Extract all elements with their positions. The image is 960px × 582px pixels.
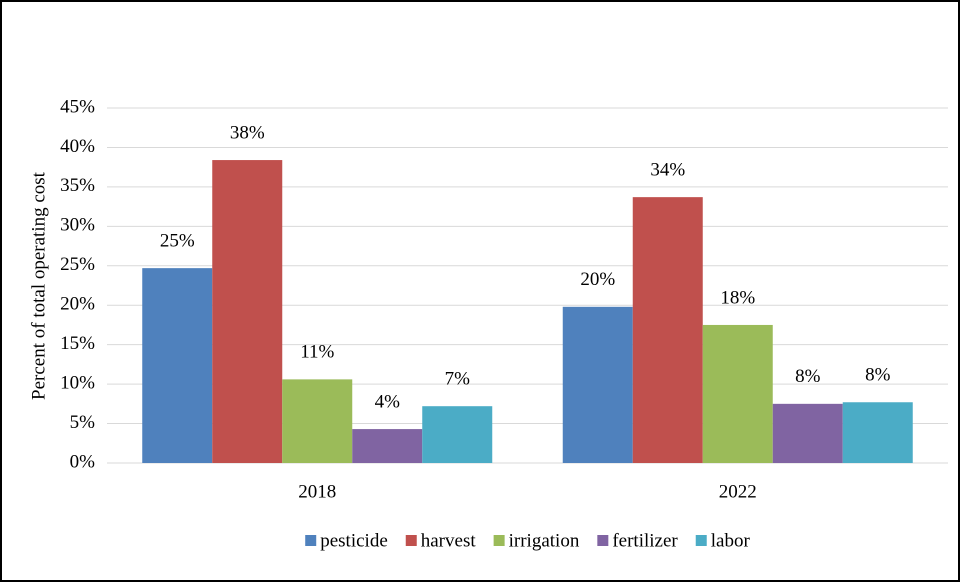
data-label: 34% bbox=[650, 160, 685, 181]
legend-label: fertilizer bbox=[612, 530, 678, 551]
data-label: 4% bbox=[375, 391, 401, 412]
y-tick-label: 20% bbox=[60, 294, 95, 315]
legend-label: labor bbox=[711, 530, 751, 551]
y-tick-label: 30% bbox=[60, 215, 95, 236]
legend-label: harvest bbox=[421, 530, 477, 551]
data-label: 25% bbox=[160, 231, 195, 252]
x-tick-label: 2022 bbox=[719, 481, 757, 502]
y-tick-label: 10% bbox=[60, 372, 95, 393]
data-label: 38% bbox=[230, 122, 265, 143]
legend-swatch bbox=[695, 535, 707, 546]
bar bbox=[772, 403, 843, 463]
legend-swatch bbox=[405, 535, 417, 546]
y-axis-label: Percent of total operating cost bbox=[28, 171, 49, 400]
bar bbox=[282, 379, 353, 463]
legend-swatch bbox=[493, 535, 505, 546]
data-label: 7% bbox=[445, 369, 471, 390]
y-tick-label: 40% bbox=[60, 136, 95, 157]
data-label: 20% bbox=[580, 269, 615, 290]
bar bbox=[702, 324, 773, 463]
y-tick-label: 25% bbox=[60, 254, 95, 275]
legend-swatch bbox=[597, 535, 609, 546]
bar bbox=[562, 306, 633, 463]
data-label: 18% bbox=[720, 287, 755, 308]
bar bbox=[352, 429, 423, 463]
y-tick-label: 5% bbox=[70, 412, 96, 433]
bar bbox=[842, 402, 913, 463]
y-tick-label: 45% bbox=[60, 96, 95, 117]
legend-label: irrigation bbox=[509, 530, 580, 551]
y-tick-label: 0% bbox=[70, 451, 96, 472]
bar bbox=[422, 406, 493, 463]
data-label: 11% bbox=[300, 342, 334, 363]
bar bbox=[212, 160, 283, 464]
legend-label: pesticide bbox=[320, 530, 388, 551]
y-tick-label: 35% bbox=[60, 175, 95, 196]
legend-swatch bbox=[305, 535, 317, 546]
bar bbox=[632, 197, 703, 463]
bar bbox=[142, 268, 213, 463]
data-label: 8% bbox=[865, 365, 891, 386]
y-tick-label: 15% bbox=[60, 333, 95, 354]
data-label: 8% bbox=[795, 366, 821, 387]
x-tick-label: 2018 bbox=[298, 481, 336, 502]
